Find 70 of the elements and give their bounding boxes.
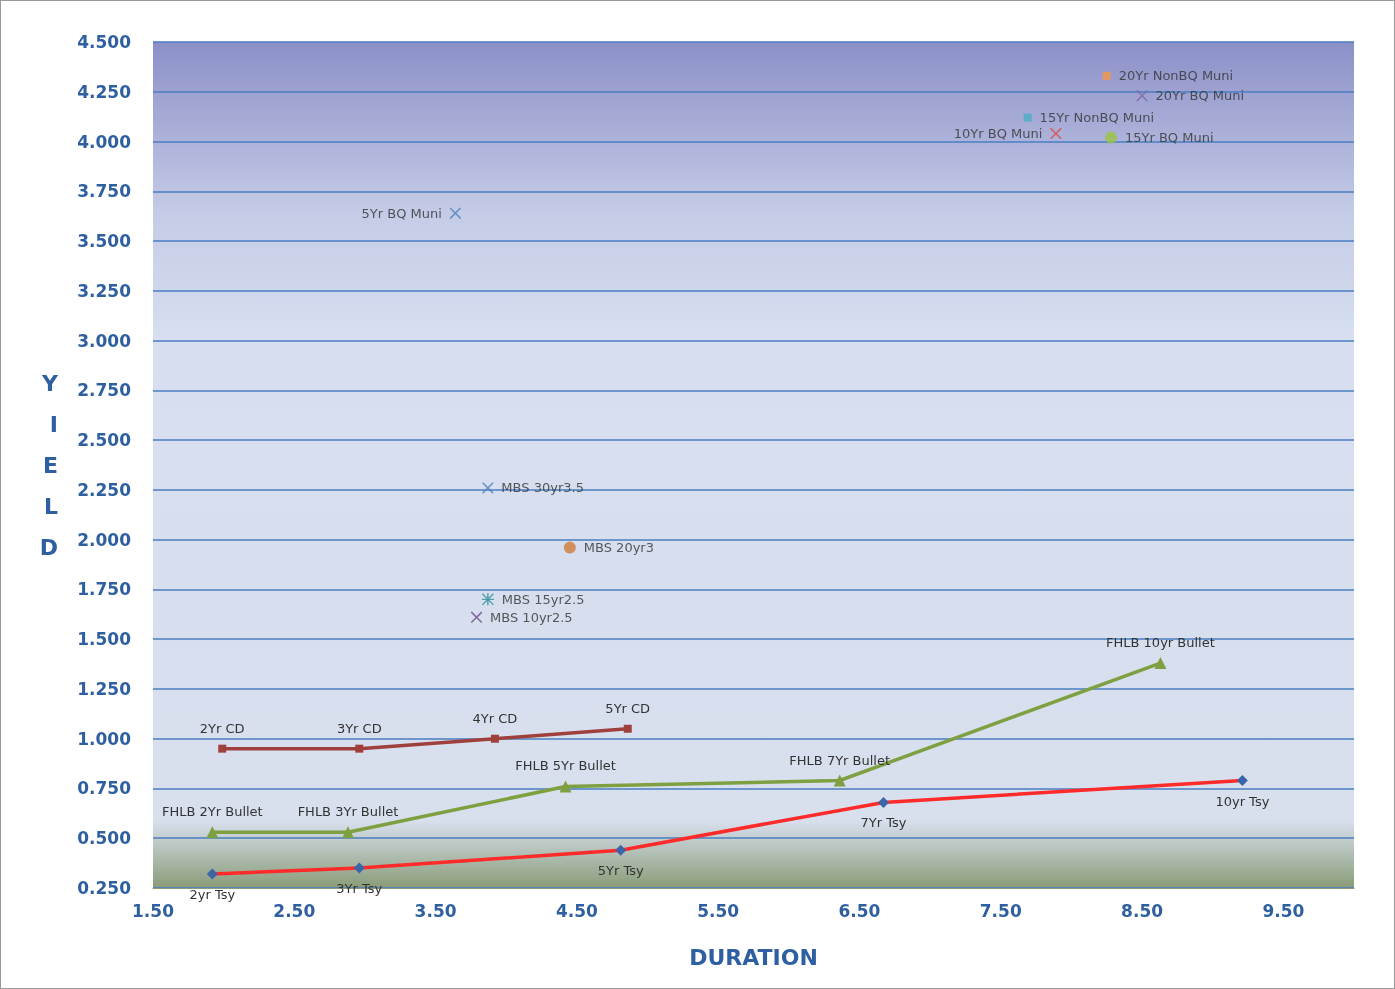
point <box>490 734 499 743</box>
y-tick-label: 0.250 <box>77 878 132 898</box>
annotation: FHLB 3Yr Bullet <box>297 804 399 820</box>
x-axis-title: DURATION <box>689 944 818 970</box>
y-tick-label: 3.000 <box>77 330 132 351</box>
y-tick-label: 3.500 <box>77 231 132 252</box>
point <box>341 826 354 839</box>
y-tick-label: 1.750 <box>77 579 132 600</box>
point <box>877 796 889 808</box>
point <box>1023 113 1032 122</box>
x-tick-label: 6.50 <box>838 900 881 921</box>
point <box>1236 775 1248 787</box>
point <box>1154 657 1167 670</box>
y-tick-label: 3.750 <box>77 181 132 202</box>
x-tick-label: 2.50 <box>273 900 316 921</box>
y-tick-label: 1.500 <box>77 629 132 650</box>
series-label: 15Yr BQ Muni <box>1124 130 1214 146</box>
annotation: 4Yr CD <box>472 710 518 726</box>
annotation: FHLB 5Yr Bullet <box>515 758 616 774</box>
y-tick-label: 3.250 <box>77 280 132 301</box>
point <box>563 541 576 554</box>
point <box>206 826 219 839</box>
x-tick-label: 8.50 <box>1121 900 1164 921</box>
series-label: MBS 10yr2.5 <box>490 609 573 625</box>
point <box>615 844 627 856</box>
annotation: 5Yr Tsy <box>597 863 644 879</box>
point <box>559 780 572 793</box>
point <box>218 744 227 753</box>
point <box>482 482 494 494</box>
series-label: MBS 15yr2.5 <box>501 591 585 607</box>
annotation: FHLB 7Yr Bullet <box>789 752 891 768</box>
annotation: 2Yr CD <box>199 720 245 736</box>
x-tick-label: 4.50 <box>555 900 599 921</box>
point <box>833 774 846 787</box>
series-label: 10Yr BQ Muni <box>953 126 1043 142</box>
series-label: 15Yr NonBQ Muni <box>1039 110 1155 126</box>
point <box>353 862 365 874</box>
y-tick-label: 4.500 <box>77 32 132 52</box>
y-tick-label: 1.000 <box>77 728 132 749</box>
y-tick-label: 1.250 <box>77 678 132 699</box>
y-tick-label: 4.000 <box>77 131 132 152</box>
y-tick-label: 2.500 <box>77 430 132 451</box>
x-tick-label: 5.50 <box>697 900 740 921</box>
annotation: 2yr Tsy <box>189 887 236 903</box>
point <box>481 593 494 606</box>
point <box>1102 71 1111 80</box>
y-tick-label: 2.000 <box>77 529 132 550</box>
annotation: 5Yr CD <box>605 700 651 716</box>
y-tick-label: 0.750 <box>77 778 132 799</box>
series-label: 5Yr BQ Muni <box>361 205 442 221</box>
point <box>206 868 218 880</box>
y-tick-label: 4.250 <box>77 81 132 102</box>
y-tick-label: 2.250 <box>77 479 132 500</box>
series-label: MBS 20yr3 <box>583 540 654 556</box>
y-axis-title: YIELD <box>39 370 60 560</box>
annotation: 7Yr Tsy <box>860 815 907 831</box>
point <box>355 744 364 753</box>
x-tick-label: 9.50 <box>1262 900 1305 921</box>
x-tick-label: 3.50 <box>414 900 457 921</box>
point <box>623 724 632 733</box>
point <box>1104 131 1117 144</box>
annotation: FHLB 2Yr Bullet <box>161 804 263 820</box>
annotation: 10yr Tsy <box>1215 793 1270 809</box>
series-label: 20Yr BQ Muni <box>1155 88 1245 104</box>
x-tick-label: 7.50 <box>979 900 1022 921</box>
x-tick-label: 1.50 <box>132 900 175 921</box>
annotation: 3Yr CD <box>336 720 382 736</box>
y-tick-label: 2.750 <box>77 380 132 401</box>
series-label: 20Yr NonBQ Muni <box>1118 68 1234 84</box>
y-tick-label: 0.500 <box>77 828 132 849</box>
